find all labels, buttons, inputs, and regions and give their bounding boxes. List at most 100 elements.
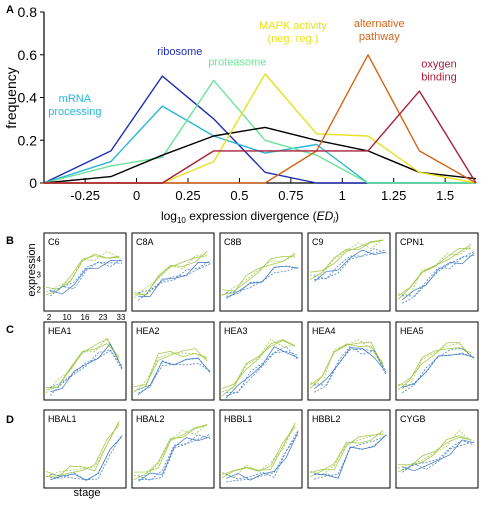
trace-blue xyxy=(313,249,387,282)
trace-blue xyxy=(138,434,211,481)
trace-green xyxy=(133,424,208,473)
xlabel-text: expression divergence ( xyxy=(186,209,317,223)
mini-panel-title: HEA4 xyxy=(312,326,336,336)
trace-blue xyxy=(226,430,299,483)
y-tick-label: 0.2 xyxy=(18,132,38,148)
trace-green xyxy=(45,420,120,478)
panel-a-axes: 0 0.2 0.4 0.6 0.8 -0.25 0 0.25 0.5 0.75 1 1.25 1.5 xyxy=(18,4,476,203)
panel-a-series-labels: ribosome mRNA processing proteasome MAPK act… xyxy=(48,18,456,118)
trace-blue xyxy=(226,433,299,480)
mini-panel-frame xyxy=(43,409,127,489)
trace-blue xyxy=(138,362,211,390)
panel-a-series xyxy=(43,54,477,184)
series-line-proteasome xyxy=(43,79,476,184)
x-tick-label: 0.75 xyxy=(278,188,303,203)
mini-panel-hea4: HEA4 xyxy=(307,321,391,401)
mini-panel-title: HEA2 xyxy=(136,326,160,336)
mini-x-tick-label: 10 xyxy=(63,313,72,322)
trace-green xyxy=(309,341,384,389)
xlabel-var-sub: i xyxy=(333,216,335,225)
trace-green xyxy=(397,347,472,391)
y-tick-label: 0.6 xyxy=(18,47,38,63)
mini-panel-title: HBAL1 xyxy=(48,414,77,424)
panel-a-xlabel: log10 expression divergence (EDi) xyxy=(161,209,339,225)
panel-a-ylabel: frequency xyxy=(3,67,19,128)
mini-panel-frame xyxy=(43,321,127,401)
mini-panel-frame xyxy=(43,232,127,312)
xlabel-log-sub: 10 xyxy=(177,216,186,225)
mini-panel-c8b: C8B xyxy=(219,232,303,312)
mini-panel-title: CPN1 xyxy=(400,237,424,247)
series-line-mrna-processing xyxy=(43,105,476,184)
mini-panel-frame xyxy=(395,232,479,312)
trace-green xyxy=(309,429,384,478)
mini-panel-title: CYGB xyxy=(400,414,426,424)
series-line-background xyxy=(43,126,477,184)
mini-panel-frame xyxy=(307,232,391,312)
mini-panel-hea2: HEA2 xyxy=(131,321,215,401)
x-tick-label: 1 xyxy=(339,188,346,203)
mini-panel-hea3: HEA3 xyxy=(219,321,303,401)
trace-green xyxy=(397,342,472,385)
x-tick-label: 1.25 xyxy=(381,188,406,203)
trace-blue xyxy=(50,435,123,481)
mini-panel-frame xyxy=(131,321,215,401)
xlabel-close: ) xyxy=(335,209,339,223)
trace-blue xyxy=(138,263,211,294)
mini-panel-title: HEA1 xyxy=(48,326,72,336)
trace-blue xyxy=(49,258,123,297)
y-tick-label: 0 xyxy=(29,175,37,191)
trace-blue xyxy=(225,346,299,399)
trace-blue xyxy=(402,353,475,388)
panel-c-letter: C xyxy=(6,324,14,336)
trace-green xyxy=(221,254,296,297)
mini-panel-c8a: C8A xyxy=(131,232,215,312)
panel-a: A 0 0.2 0.4 0.6 0.8 -0.25 0 0.25 0.5 0.75 1 1.25 1.5… xyxy=(3,4,477,225)
series-label-mapk-activity-neg-reg: MAPK activity (neg. reg.) xyxy=(259,20,327,45)
trace-green xyxy=(45,255,120,296)
trace-green xyxy=(133,348,208,387)
mini-y-tick-label: 4 xyxy=(37,255,42,264)
trace-green xyxy=(133,424,208,480)
trace-green xyxy=(133,423,208,477)
trace-blue xyxy=(402,439,475,472)
trace-green xyxy=(221,252,296,296)
mini-panel-frame xyxy=(131,232,215,312)
panel-a-letter: A xyxy=(6,4,14,16)
trace-green xyxy=(45,338,120,391)
trace-blue xyxy=(50,342,123,393)
trace-blue xyxy=(226,431,299,481)
xlabel-log: log xyxy=(161,209,177,223)
mini-panel-hea1: HEA1 xyxy=(43,321,127,401)
series-label-mrna-processing: mRNA processing xyxy=(48,93,101,118)
x-tick-label: 0.25 xyxy=(175,188,200,203)
trace-blue xyxy=(402,352,475,389)
trace-blue xyxy=(402,251,475,304)
x-tick-label: -0.25 xyxy=(70,188,100,203)
trace-green xyxy=(397,342,472,387)
series-label-alternative-pathway: alternative pathway xyxy=(354,18,405,43)
mini-panel-frame xyxy=(131,409,215,489)
mini-panel-frame xyxy=(395,409,479,489)
trace-green xyxy=(221,255,296,292)
trace-blue xyxy=(50,262,123,292)
trace-green xyxy=(133,350,208,392)
mini-x-tick-label: 23 xyxy=(99,313,108,322)
series-label-oxygen-binding: oxygen binding xyxy=(421,59,456,84)
mini-panel-title: C9 xyxy=(312,237,324,247)
trace-blue xyxy=(137,357,211,396)
trace-blue xyxy=(50,260,123,295)
trace-blue xyxy=(49,349,123,396)
mini-panel-frame xyxy=(395,321,479,401)
trace-blue xyxy=(50,435,123,481)
trace-blue xyxy=(137,260,211,301)
series-label-ribosome: ribosome xyxy=(157,46,202,58)
trace-blue xyxy=(313,347,387,390)
mini-panel-frame xyxy=(219,232,303,312)
trace-blue xyxy=(314,248,387,280)
trace-blue xyxy=(226,350,299,397)
mini-panel-title: C8A xyxy=(136,237,154,247)
mini-panel-frame xyxy=(307,409,391,489)
